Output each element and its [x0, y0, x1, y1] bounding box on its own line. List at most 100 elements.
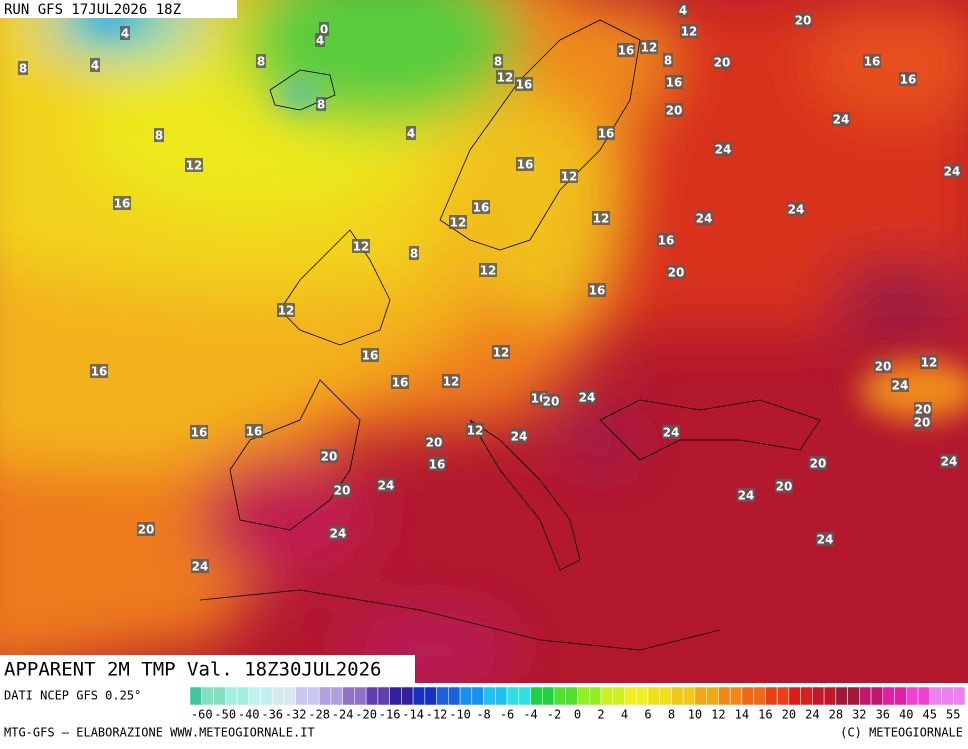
- label-box: [920, 355, 938, 369]
- label-box: [90, 58, 100, 72]
- legend-swatch: [224, 686, 238, 706]
- run-box: [0, 0, 237, 18]
- label-box: [256, 54, 266, 68]
- legend-tick-label: 2: [597, 708, 604, 722]
- legend-swatch: [530, 686, 543, 706]
- copyright-label: (C) METEOGIORNALE: [840, 726, 963, 740]
- label-box: [409, 246, 419, 260]
- contour-label: 24: [833, 113, 850, 127]
- legend-swatch: [647, 686, 660, 706]
- contour-label: 4: [679, 4, 687, 18]
- contour-label: 12: [186, 159, 203, 173]
- label-box: [245, 424, 263, 438]
- label-box: [665, 75, 683, 89]
- label-box: [428, 457, 446, 471]
- legend-swatch: [741, 686, 754, 706]
- legend-swatch: [624, 686, 637, 706]
- legend-tick-label: 40: [899, 708, 913, 722]
- legend-tick-label: 14: [735, 708, 749, 722]
- legend-swatch: [612, 686, 625, 706]
- contour-label: 20: [138, 523, 155, 537]
- contour-label: 24: [738, 489, 755, 503]
- legend-swatch: [823, 686, 837, 706]
- contour-label: 24: [192, 560, 209, 574]
- contour-label: 16: [91, 365, 108, 379]
- label-box: [714, 142, 732, 156]
- label-box: [597, 126, 615, 140]
- legend-swatch: [506, 686, 520, 706]
- contour-label: 20: [810, 457, 827, 471]
- legend-swatch: [271, 686, 285, 706]
- legend-tick-label: 10: [688, 708, 702, 722]
- legend-swatch: [906, 686, 919, 706]
- label-box: [943, 164, 961, 178]
- contour-label: 20: [776, 480, 793, 494]
- label-box: [493, 54, 503, 68]
- legend-swatch: [318, 686, 332, 706]
- label-box: [391, 375, 409, 389]
- legend-swatch: [436, 686, 449, 706]
- label-box: [657, 233, 675, 247]
- contour-label: 20: [795, 14, 812, 28]
- legend-swatch: [377, 686, 390, 706]
- legend-tick-label: 6: [644, 708, 651, 722]
- credit-label: MTG-GFS — ELABORAZIONE WWW.METEOGIORNALE…: [4, 726, 315, 740]
- run-label: RUN GFS 17JUL2026 18Z: [4, 2, 181, 18]
- legend-swatch: [682, 686, 696, 706]
- label-box: [794, 13, 812, 27]
- contour-label: 16: [392, 376, 409, 390]
- legend-tick-label: -6: [500, 708, 514, 722]
- label-box: [361, 348, 379, 362]
- contour-label: 4: [121, 27, 129, 41]
- legend-tick-label: 32: [852, 708, 866, 722]
- legend-swatch: [917, 686, 931, 706]
- legend-tick-label: -10: [449, 708, 471, 722]
- legend-swatch: [189, 686, 202, 706]
- contour-label: 12: [353, 240, 370, 254]
- legend-swatch: [753, 686, 766, 706]
- label-box: [315, 33, 325, 47]
- legend-tick-label: -28: [308, 708, 330, 722]
- label-box: [940, 454, 958, 468]
- contour-label: 20: [875, 360, 892, 374]
- legend-swatch: [671, 686, 684, 706]
- legend-swatch: [248, 686, 261, 706]
- legend-swatch: [307, 686, 320, 706]
- legend-swatch: [365, 686, 379, 706]
- legend-swatch: [565, 686, 578, 706]
- label-box: [891, 378, 909, 392]
- legend-tick-label: -16: [379, 708, 401, 722]
- legend-swatch: [835, 686, 848, 706]
- legend-swatch: [401, 686, 414, 706]
- legend-swatch: [847, 686, 860, 706]
- legend-swatch: [412, 686, 426, 706]
- contour-label: 16: [598, 127, 615, 141]
- label-box: [191, 559, 209, 573]
- contour-label: 12: [497, 71, 514, 85]
- label-box: [787, 202, 805, 216]
- contour-label: 12: [493, 346, 510, 360]
- legend-swatch: [800, 686, 813, 706]
- legend-tick-label: 12: [711, 708, 725, 722]
- legend-swatch: [553, 686, 567, 706]
- label-box: [515, 77, 533, 91]
- label-box: [874, 359, 892, 373]
- contour-label: 16: [900, 73, 917, 87]
- contour-label: 16: [114, 197, 131, 211]
- legend-swatch: [941, 686, 954, 706]
- legend-swatch: [765, 686, 778, 706]
- legend-tick-label: 45: [923, 708, 937, 722]
- legend-swatch: [342, 686, 355, 706]
- contour-label: 20: [543, 395, 560, 409]
- contour-label: 20: [668, 266, 685, 280]
- legend-tick-label: -2: [547, 708, 561, 722]
- label-box: [137, 522, 155, 536]
- label-box: [617, 43, 635, 57]
- contour-label: 24: [944, 165, 961, 179]
- label-box: [592, 211, 610, 225]
- contour-label: 16: [618, 44, 635, 58]
- label-box: [406, 126, 416, 140]
- legend-swatch: [729, 686, 743, 706]
- label-box: [663, 53, 673, 67]
